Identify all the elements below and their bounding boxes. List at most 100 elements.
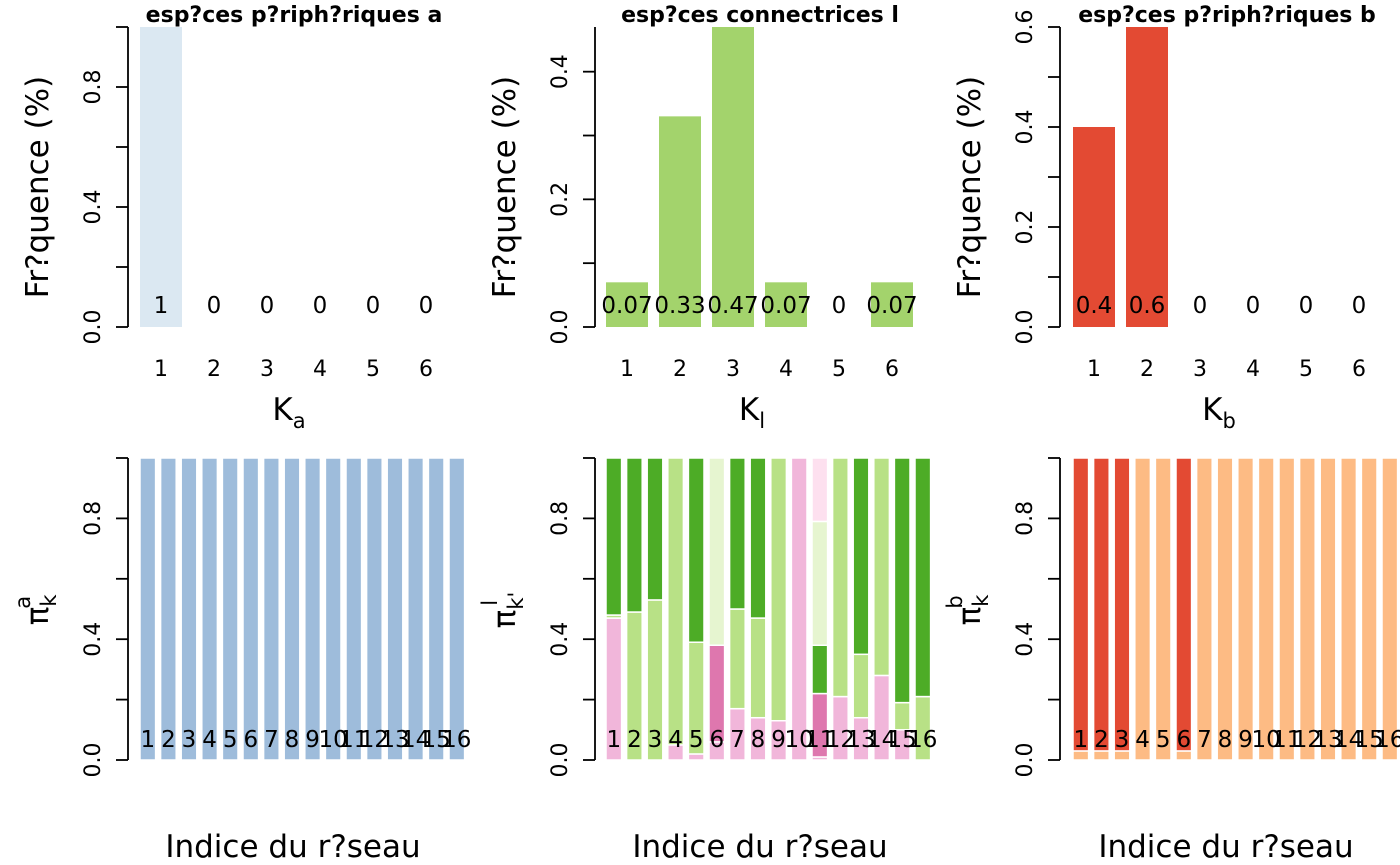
bar-segment-4-3 xyxy=(667,457,685,746)
bar-segment-9-3 xyxy=(770,457,788,722)
x-tick-label: 3 xyxy=(726,357,740,382)
bar-segment-13-3 xyxy=(852,653,870,719)
bar-segment-13-4 xyxy=(852,457,870,656)
bar-index-label: 7 xyxy=(1197,727,1212,753)
bar-index-label: 12 xyxy=(826,727,855,753)
bar-index-label: 8 xyxy=(285,727,300,753)
bar-segment-2-4 xyxy=(625,457,643,613)
bar-1 xyxy=(606,282,648,327)
bar-index-label: 7 xyxy=(730,727,745,753)
bar-segment-9-1 xyxy=(304,457,322,761)
bar-index-label: 2 xyxy=(627,727,642,753)
bar-index-label: 14 xyxy=(867,727,896,753)
bar-segment-3-4 xyxy=(646,457,664,601)
bar-index-label: 12 xyxy=(1293,727,1322,753)
bar-index-label: 16 xyxy=(442,727,471,753)
bar-index-label: 4 xyxy=(202,727,217,753)
bar-segment-16-1 xyxy=(1381,457,1399,761)
y-tick-label: 0.0 xyxy=(1013,310,1038,345)
bar-segment-1-4 xyxy=(605,457,623,616)
x-tick-label: 1 xyxy=(1087,357,1101,382)
data-label: 0 xyxy=(1193,293,1208,319)
chart-title: esp?ces connectrices l xyxy=(621,3,899,28)
data-label: 0.07 xyxy=(866,293,917,319)
bar-segment-7-1 xyxy=(1195,457,1213,761)
x-tick-label: 4 xyxy=(313,357,327,382)
bar-index-label: 16 xyxy=(1375,727,1400,753)
x-axis-label: Ka xyxy=(272,392,305,433)
bar-segment-16-4 xyxy=(914,457,932,698)
bar-segment-6-1 xyxy=(242,457,260,761)
bar-index-label: 13 xyxy=(380,727,409,753)
bar-index-label: 5 xyxy=(223,727,238,753)
bar-index-label: 9 xyxy=(305,727,320,753)
y-tick-label: 0.0 xyxy=(548,310,573,345)
bar-index-label: 1 xyxy=(606,727,621,753)
bar-segment-8-1 xyxy=(1216,457,1234,761)
x-axis-label: Indice du r?seau xyxy=(1098,829,1353,865)
bar-segment-6-5 xyxy=(708,457,726,646)
y-tick-label: 0.4 xyxy=(548,622,573,657)
bar-segment-10-1 xyxy=(1257,457,1275,761)
bar-index-label: 6 xyxy=(1176,727,1191,753)
x-tick-label: 4 xyxy=(779,357,793,382)
bar-segment-15-3 xyxy=(893,701,911,731)
y-tick-label: 0.8 xyxy=(548,501,573,536)
bar-index-label: 10 xyxy=(1252,727,1281,753)
y-tick-label: 0.0 xyxy=(548,743,573,778)
data-label: 0 xyxy=(832,293,847,319)
bar-segment-5-1 xyxy=(687,753,705,761)
bar-index-label: 9 xyxy=(771,727,786,753)
y-axis-label: Fr?quence (%) xyxy=(952,76,988,298)
data-label: 0.4 xyxy=(1076,293,1113,319)
bar-segment-13-1 xyxy=(1319,457,1337,761)
bar-segment-11-5 xyxy=(811,520,829,646)
bar-index-label: 5 xyxy=(1156,727,1171,753)
bar-2 xyxy=(1126,27,1168,327)
bar-segment-7-3 xyxy=(728,608,746,710)
y-tick-label: 0.0 xyxy=(1013,743,1038,778)
bar-segment-14-3 xyxy=(873,457,891,677)
chart-title: esp?ces p?riph?riques a xyxy=(146,3,443,28)
bar-index-label: 7 xyxy=(264,727,279,753)
bar-index-label: 1 xyxy=(1073,727,1088,753)
y-tick-label: 0.4 xyxy=(81,190,106,225)
bar-segment-14-1 xyxy=(1340,457,1358,761)
bar-segment-2-1 xyxy=(159,457,177,761)
bar-segment-9-1 xyxy=(1237,457,1255,761)
x-tick-label: 3 xyxy=(260,357,274,382)
bar-index-label: 4 xyxy=(668,727,683,753)
x-tick-label: 4 xyxy=(1246,357,1260,382)
bar-segment-16-1 xyxy=(448,457,466,761)
bar-segment-5-1 xyxy=(1154,457,1172,761)
x-tick-label: 1 xyxy=(620,357,634,382)
bar-index-label: 14 xyxy=(1334,727,1363,753)
bar-segment-1-1 xyxy=(139,457,157,761)
bar-segment-6-2 xyxy=(1175,457,1193,752)
y-tick-label: 0.8 xyxy=(81,70,106,105)
y-tick-label: 0.4 xyxy=(1013,110,1038,145)
bar-segment-12-1 xyxy=(1298,457,1316,761)
data-label: 0 xyxy=(207,293,222,319)
bar-index-label: 8 xyxy=(1218,727,1233,753)
bar-segment-7-4 xyxy=(728,457,746,610)
x-axis-label: Kl xyxy=(739,392,765,433)
bar-segment-8-4 xyxy=(749,457,767,619)
x-tick-label: 1 xyxy=(154,357,168,382)
data-label: 0.07 xyxy=(601,293,652,319)
x-tick-label: 6 xyxy=(885,357,899,382)
bar-segment-10-1 xyxy=(790,457,808,761)
bar-segment-4-1 xyxy=(1134,457,1152,761)
x-tick-label: 5 xyxy=(1299,357,1313,382)
bar-index-label: 3 xyxy=(1115,727,1130,753)
bar-index-label: 12 xyxy=(360,727,389,753)
y-axis-label: πk'l xyxy=(478,592,528,629)
bar-segment-1-2 xyxy=(1072,457,1090,752)
bar-segment-15-1 xyxy=(1360,457,1378,761)
chart-title: esp?ces p?riph?riques b xyxy=(1078,3,1376,28)
y-tick-label: 0.6 xyxy=(1013,10,1038,45)
bar-1 xyxy=(1073,127,1115,327)
